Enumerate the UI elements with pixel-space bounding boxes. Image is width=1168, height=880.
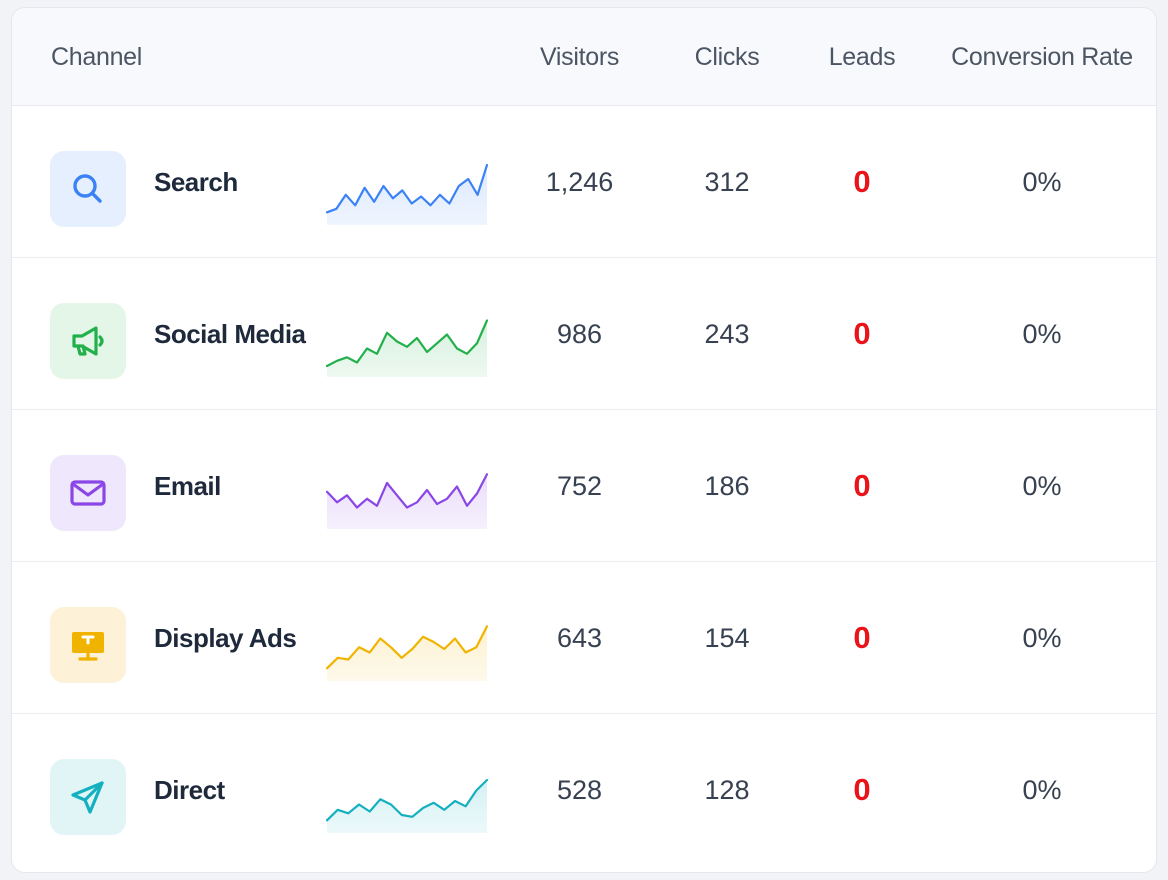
channel-name: Direct [154,774,225,805]
leads-value: 0 [853,468,871,503]
clicks-value: 154 [704,622,750,653]
leads-value: 0 [853,620,871,655]
channel-name: Search [154,166,238,197]
mail-icon [70,480,106,506]
channel-name: Email [154,470,221,501]
sparkline-area [327,165,487,225]
channel-table: Channel Visitors Clicks Leads Conversion… [11,7,1157,873]
monitor-icon [72,632,104,661]
clicks-value: 312 [704,166,750,197]
trend-sparkline [326,163,488,225]
conversion-rate-value: 0% [1022,318,1062,349]
header-channel[interactable]: Channel [51,42,143,71]
channel-icon-box [50,151,126,227]
header-visitors[interactable]: Visitors [539,42,620,71]
header-conversion-rate[interactable]: Conversion Rate [951,42,1133,71]
sparkline-line [326,625,488,670]
conversion-rate-value: 0% [1022,774,1062,805]
header-leads[interactable]: Leads [828,42,896,71]
visitors-value: 752 [556,470,603,501]
sparkline-area [327,780,487,833]
conversion-rate-value: 0% [1022,622,1062,653]
sparkline-line [326,163,488,214]
trend-sparkline [326,473,488,529]
table-row[interactable]: Search 1,246 312 0 0% [12,106,1156,258]
leads-value: 0 [853,772,871,807]
search-icon [73,174,102,203]
sparkline-area [327,474,487,529]
visitors-value: 986 [556,318,603,349]
channel-name: Social Media [154,318,306,349]
channel-icon-box [50,759,126,835]
leads-value: 0 [853,164,871,199]
table-row[interactable]: Email 752 186 0 0% [12,410,1156,562]
visitors-value: 643 [556,622,603,653]
sparkline-line [326,319,488,368]
sparkline-line [326,778,488,822]
channel-icon-box [50,607,126,683]
sparkline-area [327,320,487,377]
conversion-rate-value: 0% [1022,470,1062,501]
conversion-rate-value: 0% [1022,166,1062,197]
channel-icon-box [50,303,126,379]
table-row[interactable]: Display Ads 643 154 0 0% [12,562,1156,714]
header-clicks[interactable]: Clicks [694,42,760,71]
send-icon [71,781,104,814]
table-row[interactable]: Social Media 986 243 0 0% [12,258,1156,410]
table-body: Search 1,246 312 0 0% Social Media 986 2… [12,106,1156,866]
trend-sparkline [326,319,488,377]
sparkline-line [326,473,488,509]
channel-name: Display Ads [154,622,297,653]
megaphone-icon [72,326,104,356]
table-header: Channel Visitors Clicks Leads Conversion… [12,8,1156,106]
clicks-value: 186 [704,470,750,501]
clicks-value: 128 [704,774,750,805]
table-row[interactable]: Direct 528 128 0 0% [12,714,1156,866]
trend-sparkline [326,778,488,833]
clicks-value: 243 [704,318,750,349]
trend-sparkline [326,625,488,681]
leads-value: 0 [853,316,871,351]
channel-icon-box [50,455,126,531]
visitors-value: 528 [556,774,603,805]
visitors-value: 1,246 [545,166,614,197]
